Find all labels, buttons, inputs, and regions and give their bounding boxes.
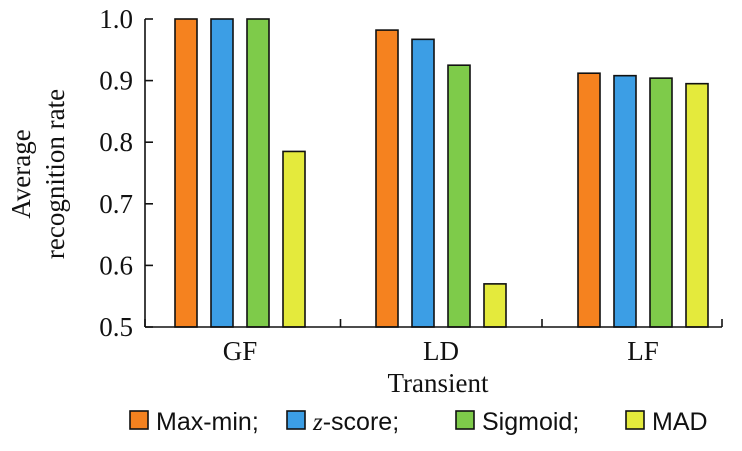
bar-max-min-ld (375, 29, 399, 328)
bar-z-score-lf (613, 74, 637, 328)
x-axis-title: Transient (387, 368, 489, 398)
legend-label: Sigmoid; (482, 408, 579, 436)
legend-swatch (129, 410, 149, 430)
legend-label: Max-min; (156, 408, 259, 436)
legend-swatch (455, 410, 475, 430)
y-axis: 0.5 0.6 0.7 0.8 0.9 1.0 (99, 4, 153, 342)
legend-item-sigmoid: Sigmoid; (455, 408, 579, 436)
legend-item-max-min: Max-min; (129, 408, 259, 436)
bar-max-min-lf (577, 72, 601, 328)
y-tick-label: 0.9 (99, 66, 133, 96)
legend: Max-min; z-score; Sigmoid; MAD (129, 408, 708, 436)
y-axis-title-line-2: recognition rate (40, 89, 70, 259)
y-tick-label: 0.5 (99, 312, 133, 342)
x-tick-label: LD (423, 336, 459, 366)
legend-label: z-score; (312, 408, 399, 436)
y-tick-label: 1.0 (99, 4, 133, 34)
y-tick-label: 0.6 (99, 250, 133, 280)
bar-max-min-gf (174, 18, 198, 328)
legend-label: MAD (652, 408, 708, 436)
bar-z-score-ld (411, 38, 435, 328)
legend-swatch (625, 410, 645, 430)
y-tick-label: 0.8 (99, 127, 133, 157)
bar-mad-lf (685, 82, 709, 328)
legend-item-z-score: z-score; (286, 408, 399, 436)
y-axis-title-line-1: Average (6, 129, 36, 218)
bar-sigmoid-gf (246, 18, 270, 328)
x-tick-label: LF (627, 336, 659, 366)
legend-item-mad: MAD (625, 408, 708, 436)
bar-z-score-gf (210, 18, 234, 328)
bar-mad-ld (483, 283, 507, 328)
legend-swatch (286, 410, 306, 430)
bar-sigmoid-ld (447, 64, 471, 328)
bar-sigmoid-lf (649, 77, 673, 328)
x-tick-label: GF (223, 336, 258, 366)
y-tick-label: 0.7 (99, 189, 133, 219)
x-axis: GF LD LF (144, 319, 723, 366)
bar-mad-gf (282, 150, 306, 328)
plot-area (174, 18, 709, 328)
